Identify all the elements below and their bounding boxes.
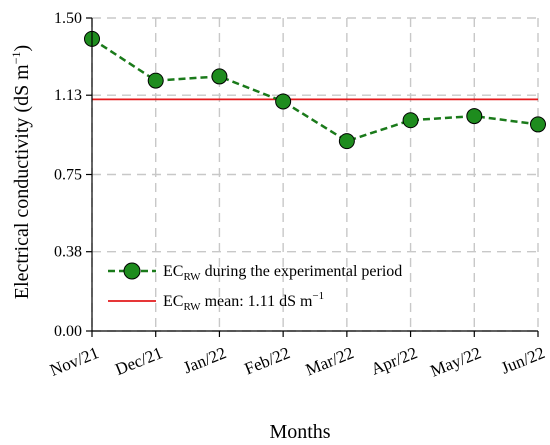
- grid-lines: [91, 17, 539, 332]
- data-point: [466, 108, 483, 125]
- y-axis-title: Electrical conductivity (dS m−1): [9, 45, 33, 299]
- x-tick-label: Mar/22: [303, 343, 357, 379]
- legend: ECRW during the experimental period ECRW…: [108, 262, 402, 313]
- x-tick-label: Feb/22: [242, 343, 293, 378]
- legend-item-mean: ECRW mean: 1.11 dS m−1: [108, 290, 324, 313]
- data-point: [275, 93, 292, 110]
- x-tick-label: Nov/21: [47, 343, 101, 380]
- x-axis-title: Months: [269, 421, 330, 443]
- x-tick-label: Dec/21: [113, 343, 166, 379]
- data-point: [402, 112, 419, 129]
- x-tick-label: Jun/22: [498, 343, 547, 378]
- data-point: [338, 133, 355, 150]
- data-point: [147, 72, 164, 89]
- axes: 0.00 0.38 0.75 1.13 1.50 Nov/21 Dec/21 Jan/22 Fe…: [47, 10, 547, 381]
- x-tick-label: May/22: [428, 343, 484, 380]
- data-point: [211, 68, 228, 85]
- legend-item-series: ECRW during the experimental period: [108, 262, 402, 283]
- y-tick-label: 1.13: [54, 87, 82, 104]
- series-layer: [84, 30, 546, 150]
- y-tick-label: 0.00: [54, 323, 82, 340]
- legend-label-mean: ECRW mean: 1.11 dS m−1: [163, 290, 324, 313]
- y-tick-label: 0.38: [54, 244, 82, 261]
- y-tick-label: 0.75: [54, 167, 82, 184]
- series-line: [91, 37, 539, 143]
- data-point: [530, 116, 546, 133]
- x-tick-label: Jan/22: [181, 343, 229, 377]
- y-tick-label: 1.50: [54, 10, 82, 27]
- legend-label-series: ECRW during the experimental period: [163, 263, 402, 283]
- legend-swatch-series-marker: [123, 262, 141, 280]
- x-tick-label: Apr/22: [368, 343, 420, 379]
